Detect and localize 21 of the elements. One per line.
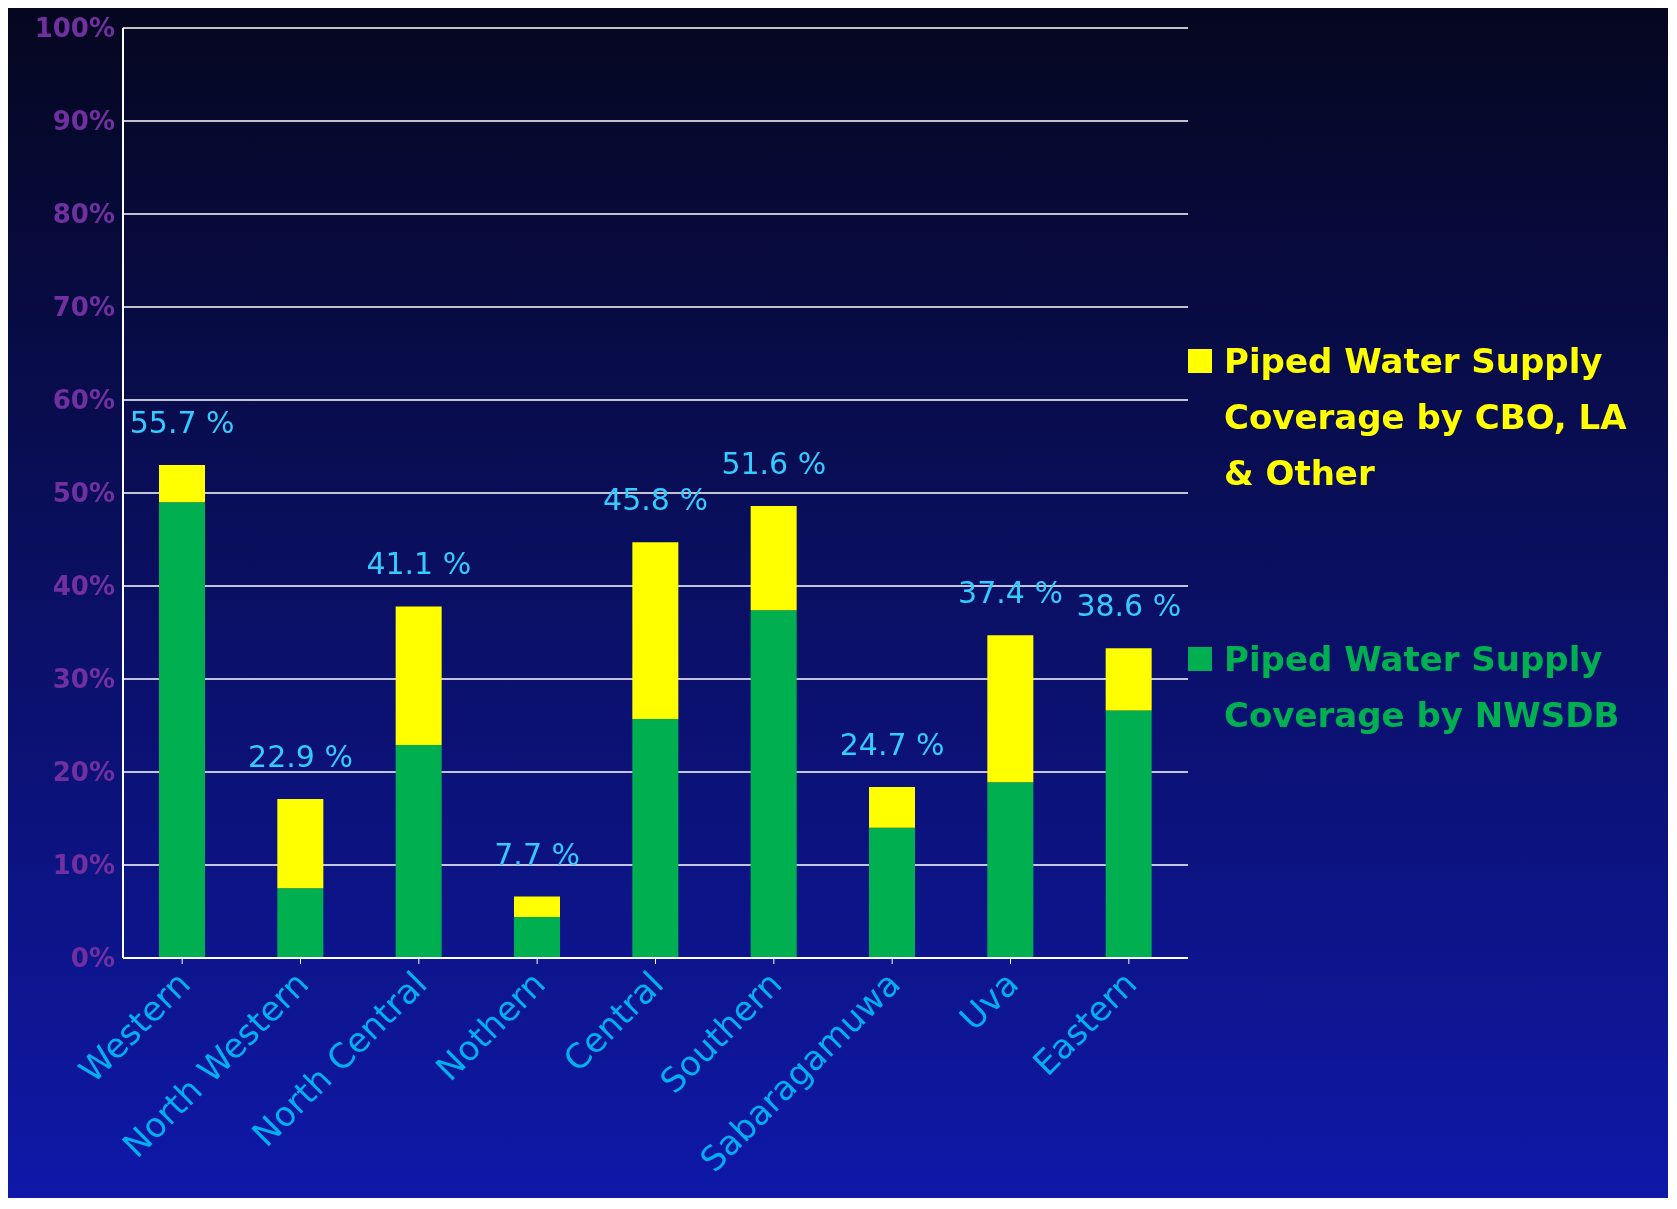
- y-tick-label: 30%: [52, 664, 115, 695]
- legend-label: Piped Water Supply Coverage by CBO, LA & Other: [1224, 340, 1628, 495]
- annotation: 55.7 %: [129, 405, 235, 441]
- y-tick-label: 100%: [34, 13, 115, 44]
- annotation: 51.6 %: [721, 446, 827, 482]
- y-tick-label: 50%: [52, 478, 115, 509]
- y-tick-label: 40%: [52, 571, 115, 602]
- y-tick-label: 0%: [70, 943, 115, 974]
- annotation: 41.1 %: [366, 546, 472, 582]
- annotation: 24.7 %: [839, 726, 945, 762]
- annotation: 38.6 %: [1076, 588, 1182, 624]
- y-tick-label: 90%: [52, 106, 115, 137]
- y-tick-label: 10%: [52, 850, 115, 881]
- annotation: 22.9 %: [248, 738, 353, 774]
- y-tick-label: 70%: [52, 292, 115, 323]
- y-tick-label: 80%: [52, 199, 115, 230]
- legend-label: Piped Water Supply Coverage by NWSDB: [1224, 638, 1621, 737]
- y-tick-label: 60%: [52, 385, 115, 416]
- y-tick-label: 20%: [52, 757, 115, 788]
- x-tick-label: Uva: [951, 963, 1027, 1039]
- annotation: 7.7 %: [494, 836, 581, 872]
